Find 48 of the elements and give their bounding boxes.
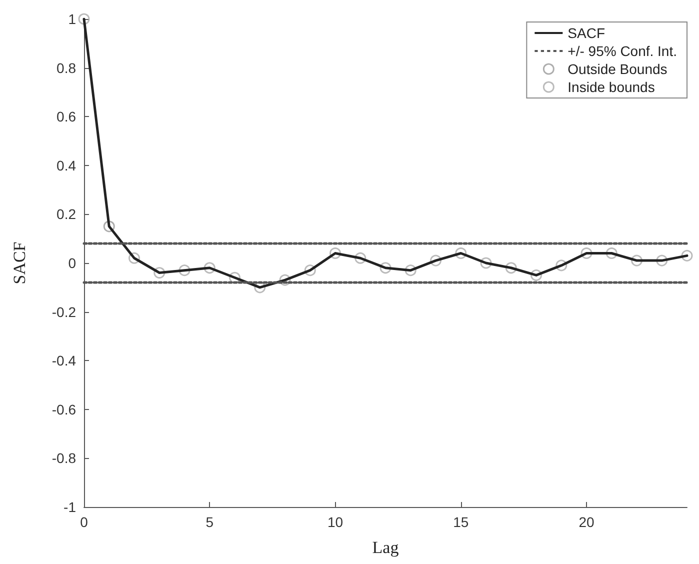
point (556, 260, 568, 272)
x-axis-title: Lag (372, 538, 400, 557)
point (128, 252, 140, 264)
legend-label: Outside Bounds (568, 61, 668, 77)
point (530, 269, 542, 281)
y-tick-label: 0.4 (56, 157, 76, 174)
x-tick-label: 0 (80, 514, 88, 530)
point (330, 247, 341, 259)
point (78, 13, 90, 25)
point (656, 254, 668, 266)
point (154, 267, 166, 279)
point (404, 264, 416, 276)
y-tick-label: 1 (68, 11, 76, 27)
point (455, 247, 467, 259)
point (631, 254, 642, 266)
point (178, 264, 190, 276)
legend-label: +/- 95% Conf. Int. (568, 43, 678, 59)
point (204, 262, 216, 274)
point (681, 250, 693, 262)
y-tick-label: 0.6 (56, 108, 76, 125)
x-tick-label: 10 (327, 514, 344, 530)
y-tick-label: -0.8 (52, 450, 76, 466)
point (606, 247, 618, 259)
y-tick-label: 0.8 (56, 60, 76, 76)
x-tick-label: 15 (453, 514, 469, 530)
point (505, 262, 517, 274)
line-series (82, 18, 688, 289)
legend-label: Inside bounds (568, 79, 655, 95)
point (480, 257, 492, 269)
y-tick-label: -1 (64, 499, 76, 515)
point (229, 272, 240, 284)
point (103, 220, 115, 232)
y-tick-label: -0.4 (52, 352, 76, 369)
y-tick-label: -0.6 (52, 401, 76, 418)
x-tick-label: 20 (578, 514, 594, 530)
point (580, 247, 592, 259)
point (380, 262, 392, 274)
point (430, 254, 442, 266)
point (304, 264, 316, 276)
point (279, 274, 291, 286)
y-tick-label: 0.2 (56, 206, 76, 222)
x-tick-label: 5 (206, 514, 214, 530)
point (254, 282, 266, 294)
point (354, 252, 366, 264)
legend-label: SACF (568, 25, 606, 41)
y-tick-label: 0 (68, 255, 76, 271)
y-tick-label: -0.2 (52, 304, 76, 320)
y-axis-title: SACF (10, 242, 29, 284)
